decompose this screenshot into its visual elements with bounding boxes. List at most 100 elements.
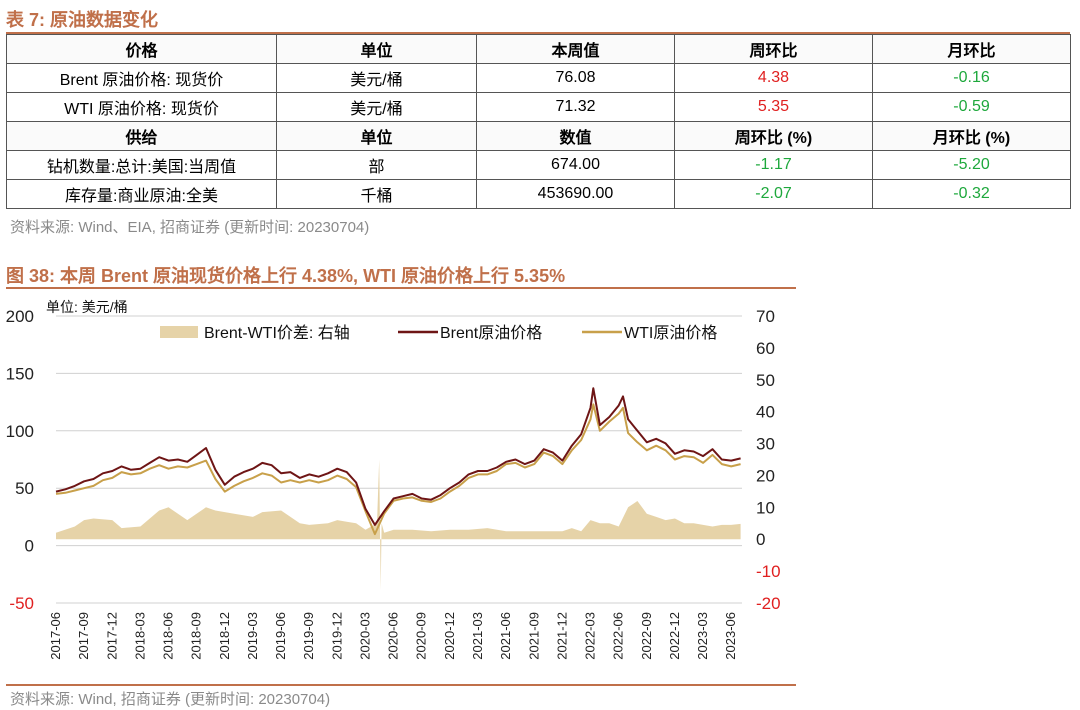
header-cell: 本周值 [476, 34, 675, 64]
x-axis-tick-label: 2017-12 [104, 612, 119, 660]
table-row-rigs: 钻机数量:总计:美国:当周值 部 674.00 -1.17 -5.20 [6, 150, 1071, 180]
right-axis-tick-label: 30 [756, 435, 775, 454]
right-axis-ticks: -20 -10 0 10 20 30 40 50 60 70 [756, 307, 781, 613]
x-axis-tick-label: 2017-06 [48, 612, 63, 660]
right-axis-tick-label: 10 [756, 498, 775, 517]
left-axis-tick-label: 150 [6, 364, 34, 383]
x-axis-tick-label: 2018-09 [189, 612, 204, 660]
right-axis-tick-label: 0 [756, 530, 765, 549]
x-axis-tick-label: 2021-09 [526, 612, 541, 660]
row-mom: -0.59 [872, 92, 1071, 122]
row-wow: -2.07 [674, 179, 873, 209]
grid-lines [56, 315, 742, 604]
header-cell: 价格 [6, 34, 277, 64]
figure-source-note: 资料来源: Wind, 招商证券 (更新时间: 20230704) [10, 691, 331, 708]
legend-label-spread: Brent-WTI价差: 右轴 [204, 324, 350, 342]
left-axis-tick-label: 200 [6, 307, 34, 326]
x-axis-tick-label: 2019-03 [245, 612, 260, 660]
x-axis-tick-label: 2020-03 [357, 612, 372, 660]
table-row-wti: WTI 原油价格: 现货价 美元/桶 71.32 5.35 -0.59 [6, 92, 1071, 122]
left-axis-ticks: -50 0 50 100 150 200 [6, 307, 34, 613]
x-axis-tick-label: 2018-06 [161, 612, 176, 660]
row-name: 钻机数量:总计:美国:当周值 [6, 150, 277, 180]
row-name: Brent 原油价格: 现货价 [6, 63, 277, 93]
price-lines-layer [55, 387, 741, 536]
x-axis-tick-label: 2020-06 [386, 612, 401, 660]
series-line-brent [55, 387, 741, 526]
x-axis-tick-label: 2020-12 [442, 612, 457, 660]
row-name: WTI 原油价格: 现货价 [6, 92, 277, 122]
right-axis-tick-label: 20 [756, 466, 775, 485]
header-cell: 月环比 (%) [872, 121, 1071, 151]
x-axis-ticks: 2017-06 2017-09 2017-12 2018-03 2018-06 2018-… [48, 612, 738, 660]
figure-bottom-rule [6, 684, 796, 686]
left-axis-tick-label: 0 [25, 537, 34, 556]
x-axis-tick-label: 2022-06 [611, 612, 626, 660]
oil-price-chart: -50 0 50 100 150 200 -20 -10 0 10 20 30 40 50 60 70 20… [6, 299, 781, 660]
left-axis-tick-label: -50 [9, 594, 34, 613]
legend: Brent-WTI价差: 右轴 Brent原油价格 WTI原油价格 [160, 324, 717, 342]
series-area-brent-wti-spread [56, 459, 741, 591]
x-axis-tick-label: 2019-12 [329, 612, 344, 660]
unit-label: 单位: 美元/桶 [46, 299, 128, 315]
table-row-inventory: 库存量:商业原油:全美 千桶 453690.00 -2.07 -0.32 [6, 179, 1071, 209]
legend-swatch-spread [160, 326, 198, 338]
header-cell: 周环比 [674, 34, 873, 64]
right-axis-tick-label: 40 [756, 403, 775, 422]
row-value: 674.00 [476, 150, 675, 180]
legend-label-wti: WTI原油价格 [624, 324, 717, 342]
spread-area-layer [56, 459, 741, 591]
row-mom: -0.16 [872, 63, 1071, 93]
right-axis-tick-label: -10 [756, 562, 781, 581]
table-source-note: 资料来源: Wind、EIA, 招商证券 (更新时间: 20230704) [10, 219, 370, 236]
x-axis-tick-label: 2023-03 [695, 612, 710, 660]
x-axis-tick-label: 2018-03 [132, 612, 147, 660]
legend-label-brent: Brent原油价格 [440, 324, 542, 342]
row-unit: 千桶 [276, 179, 477, 209]
crude-oil-table: 价格 单位 本周值 周环比 月环比 Brent 原油价格: 现货价 美元/桶 7… [6, 34, 1071, 209]
row-mom: -0.32 [872, 179, 1071, 209]
left-axis-tick-label: 50 [15, 479, 34, 498]
right-axis-tick-label: 60 [756, 339, 775, 358]
x-axis-tick-label: 2021-03 [470, 612, 485, 660]
figure-title: 图 38: 本周 Brent 原油现货价格上行 4.38%, WTI 原油价格上… [6, 266, 566, 286]
header-cell: 月环比 [872, 34, 1071, 64]
row-value: 453690.00 [476, 179, 675, 209]
right-axis-tick-label: -20 [756, 594, 781, 613]
x-axis-tick-label: 2022-12 [667, 612, 682, 660]
series-line-wti [55, 403, 741, 536]
x-axis-tick-label: 2021-06 [498, 612, 513, 660]
row-wow: -1.17 [674, 150, 873, 180]
row-unit: 美元/桶 [276, 92, 477, 122]
row-value: 76.08 [476, 63, 675, 93]
row-wow: 4.38 [674, 63, 873, 93]
x-axis-tick-label: 2018-12 [217, 612, 232, 660]
table-title-rule [6, 32, 1070, 34]
row-unit: 部 [276, 150, 477, 180]
row-value: 71.32 [476, 92, 675, 122]
header-cell: 数值 [476, 121, 675, 151]
x-axis-tick-label: 2017-09 [76, 612, 91, 660]
x-axis-tick-label: 2022-03 [583, 612, 598, 660]
figure-title-rule [6, 287, 796, 289]
header-cell: 供给 [6, 121, 277, 151]
x-axis-tick-label: 2022-09 [639, 612, 654, 660]
x-axis-tick-label: 2021-12 [554, 612, 569, 660]
x-axis-tick-label: 2019-06 [273, 612, 288, 660]
table-title: 表 7: 原油数据变化 [6, 10, 159, 30]
table-header-price: 价格 单位 本周值 周环比 月环比 [6, 34, 1071, 64]
row-unit: 美元/桶 [276, 63, 477, 93]
x-axis-tick-label: 2023-06 [723, 612, 738, 660]
row-name: 库存量:商业原油:全美 [6, 179, 277, 209]
right-axis-tick-label: 70 [756, 307, 775, 326]
x-axis-tick-label: 2019-09 [301, 612, 316, 660]
left-axis-tick-label: 100 [6, 422, 34, 441]
row-mom: -5.20 [872, 150, 1071, 180]
header-cell: 单位 [276, 121, 477, 151]
table-row-brent: Brent 原油价格: 现货价 美元/桶 76.08 4.38 -0.16 [6, 63, 1071, 93]
header-cell: 单位 [276, 34, 477, 64]
header-cell: 周环比 (%) [674, 121, 873, 151]
row-wow: 5.35 [674, 92, 873, 122]
right-axis-tick-label: 50 [756, 371, 775, 390]
table-header-supply: 供给 单位 数值 周环比 (%) 月环比 (%) [6, 121, 1071, 151]
